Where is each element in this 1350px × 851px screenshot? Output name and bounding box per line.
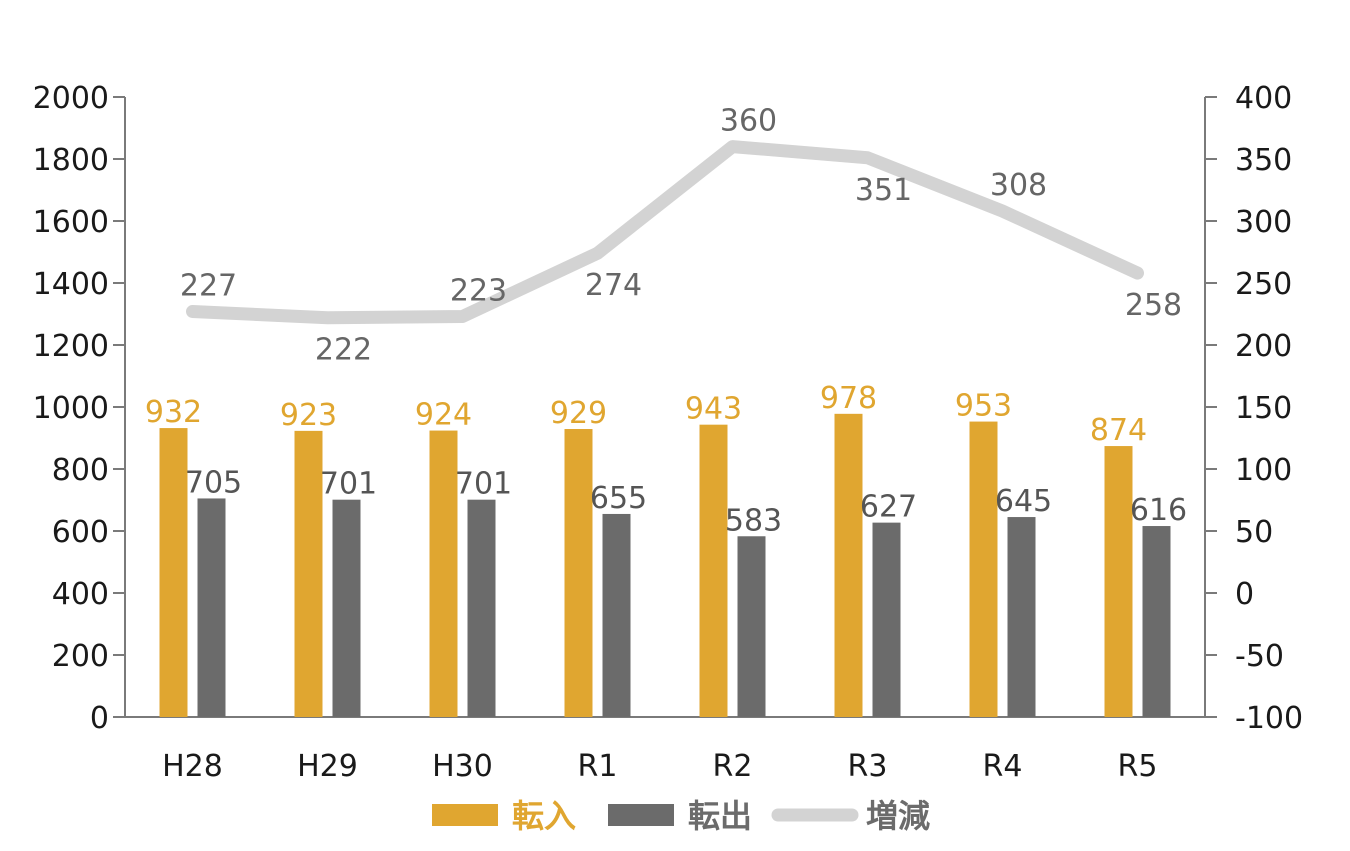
y-left-tick-label: 0 xyxy=(90,701,109,736)
legend-label-tenshutsu: 転出 xyxy=(688,797,752,835)
x-tick-label: R2 xyxy=(713,749,753,784)
legend-swatch-tenshutsu xyxy=(608,804,674,826)
data-labels: 932 705 923 701 924 701 929 655 943 583 978 627 953 6… xyxy=(145,104,1187,539)
bar-tenshutsu xyxy=(1007,517,1036,717)
bar-tenshutsu xyxy=(737,536,766,717)
y-right-tick-label: -100 xyxy=(1235,701,1303,736)
data-label-zougen: 360 xyxy=(720,104,777,139)
legend-swatch-tennyu xyxy=(432,804,498,826)
y-left-tick-label: 200 xyxy=(52,639,109,674)
y-left-tick-label: 1400 xyxy=(33,267,109,302)
data-label-tenshutsu: 705 xyxy=(185,465,242,500)
line-series xyxy=(186,140,1144,325)
y-right-tick-label: 350 xyxy=(1235,143,1292,178)
data-label-tennyu: 923 xyxy=(280,398,337,433)
bars xyxy=(159,413,1171,717)
bar-tennyu xyxy=(969,421,998,717)
x-tick-label: H28 xyxy=(162,749,223,784)
y-right-tick-label: 300 xyxy=(1235,205,1292,240)
data-label-tenshutsu: 616 xyxy=(1130,493,1187,528)
data-label-zougen: 227 xyxy=(180,269,237,304)
bar-tennyu xyxy=(834,413,863,717)
bar-tenshutsu xyxy=(332,499,361,717)
y-left-tick-label: 1200 xyxy=(33,329,109,364)
data-label-zougen: 258 xyxy=(1125,288,1182,323)
y-right-tick-label: -50 xyxy=(1235,639,1284,674)
bar-tennyu xyxy=(1104,446,1133,717)
bar-tennyu xyxy=(294,430,323,717)
bar-tenshutsu xyxy=(1142,526,1171,717)
x-tick-label: R1 xyxy=(578,749,618,784)
y-right-tick-label: 200 xyxy=(1235,329,1292,364)
legend: 転入 転出 増減 xyxy=(432,797,930,835)
y-right-tick-label: 400 xyxy=(1235,81,1292,116)
data-label-tennyu: 932 xyxy=(145,395,202,430)
data-label-tenshutsu: 701 xyxy=(320,467,377,502)
y-right-tick-label: 50 xyxy=(1235,515,1273,550)
axes: 0200400600800100012001400160018002000-10… xyxy=(33,81,1303,784)
y-left-tick-label: 1800 xyxy=(33,143,109,178)
y-left-tick-label: 1000 xyxy=(33,391,109,426)
data-label-tenshutsu: 627 xyxy=(860,490,917,525)
y-right-tick-label: 100 xyxy=(1235,453,1292,488)
x-tick-label: R4 xyxy=(983,749,1023,784)
bar-tennyu xyxy=(564,429,593,717)
y-right-tick-label: 250 xyxy=(1235,267,1292,302)
data-label-tenshutsu: 701 xyxy=(455,467,512,502)
x-tick-label: R3 xyxy=(848,749,888,784)
data-label-tenshutsu: 655 xyxy=(590,481,647,516)
data-label-tennyu: 874 xyxy=(1090,413,1147,448)
y-left-tick-label: 800 xyxy=(52,453,109,488)
y-left-tick-label: 2000 xyxy=(33,81,109,116)
data-label-zougen: 351 xyxy=(855,173,912,208)
y-left-tick-label: 1600 xyxy=(33,205,109,240)
x-tick-label: H30 xyxy=(432,749,493,784)
legend-label-tennyu: 転入 xyxy=(512,797,576,835)
legend-label-zougen: 増減 xyxy=(866,797,930,835)
bar-tennyu xyxy=(429,430,458,717)
data-label-tennyu: 978 xyxy=(820,381,877,416)
bar-tennyu xyxy=(699,424,728,717)
y-right-tick-label: 0 xyxy=(1235,577,1254,612)
data-label-zougen: 223 xyxy=(450,273,507,308)
y-left-tick-label: 400 xyxy=(52,577,109,612)
data-label-zougen: 274 xyxy=(585,268,642,303)
bar-tenshutsu xyxy=(872,522,901,717)
y-right-tick-label: 150 xyxy=(1235,391,1292,426)
data-label-tennyu: 943 xyxy=(685,392,742,427)
bar-tennyu xyxy=(159,428,188,717)
x-tick-label: R5 xyxy=(1118,749,1158,784)
line-zougen xyxy=(186,140,1144,325)
data-label-zougen: 222 xyxy=(315,333,372,368)
bar-tenshutsu xyxy=(467,499,496,717)
data-label-tennyu: 953 xyxy=(955,389,1012,424)
data-label-tenshutsu: 645 xyxy=(995,484,1052,519)
data-label-zougen: 308 xyxy=(990,168,1047,203)
data-label-tennyu: 924 xyxy=(415,398,472,433)
data-label-tennyu: 929 xyxy=(550,396,607,431)
y-left-tick-label: 600 xyxy=(52,515,109,550)
bar-tenshutsu xyxy=(197,498,226,717)
bar-tenshutsu xyxy=(602,513,631,717)
x-tick-label: H29 xyxy=(297,749,358,784)
data-label-tenshutsu: 583 xyxy=(725,503,782,538)
